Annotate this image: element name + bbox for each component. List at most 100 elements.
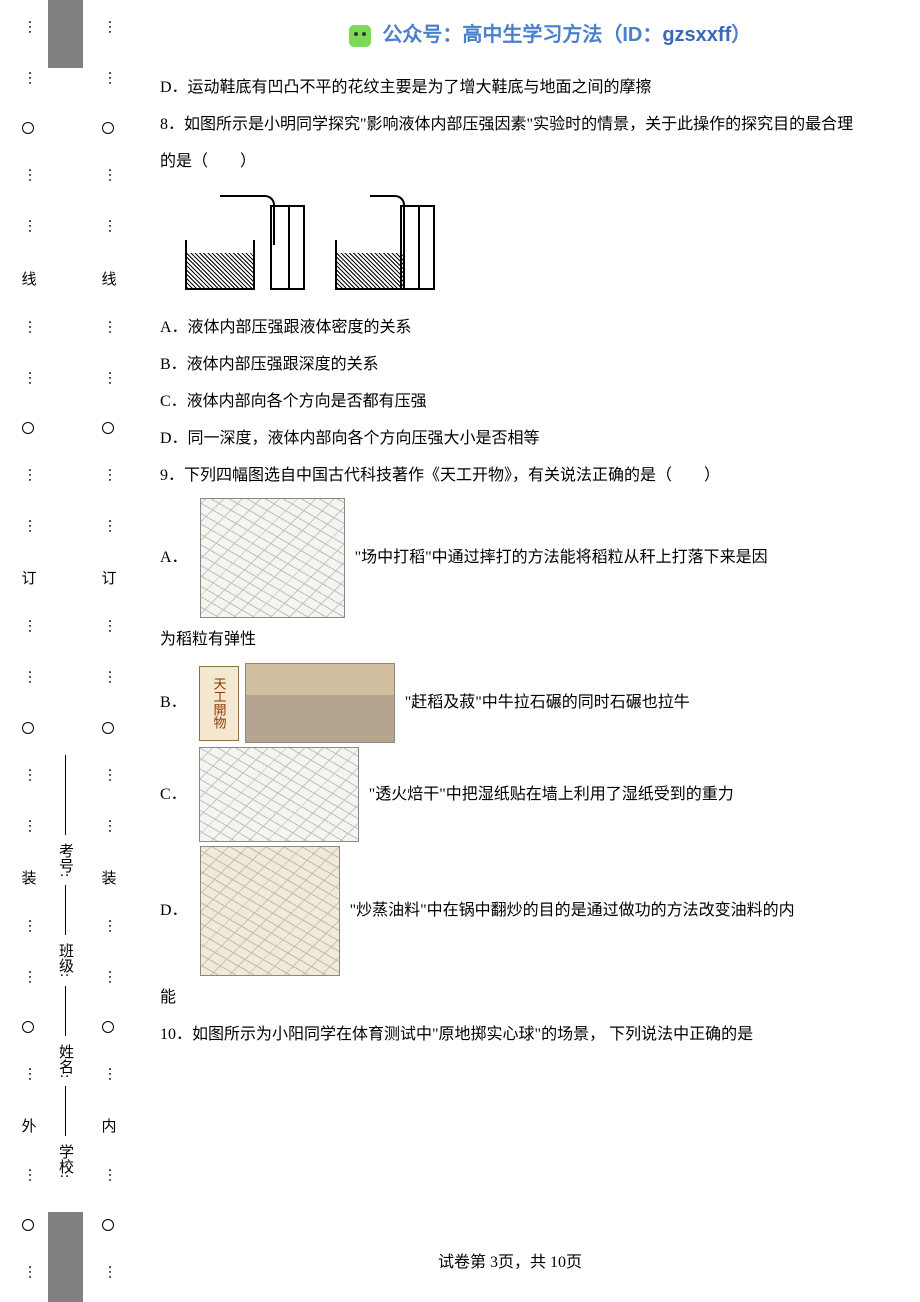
q9-c-label: C． [160, 783, 187, 807]
footer-text: 试卷第 3页，共 10页 [438, 1254, 582, 1271]
dots: ︙ [18, 168, 38, 185]
dots: ︙ [98, 168, 118, 185]
content-area: D．运动鞋底有凹凸不平的花纹主要是为了增大鞋底与地面之间的摩擦 8．如图所示是小… [160, 70, 860, 1054]
header-prefix: 公众号：高中生学习方法（ID： [382, 24, 662, 46]
q9-fig-c [199, 747, 359, 842]
circle-marker [22, 1021, 34, 1033]
margin-dark-top [48, 0, 83, 68]
dots: ︙ [18, 468, 38, 485]
q9-fig-d [200, 846, 340, 976]
field-name: 姓名: [55, 1044, 76, 1078]
q9-fig-a [200, 498, 345, 618]
seal-char: 订 [18, 570, 39, 585]
header-banner: 公众号：高中生学习方法（ID：gzsxxff） [240, 18, 860, 47]
margin-form-col: 考号: 班级: 姓名: 学校: [48, 68, 83, 1208]
q8-opt-a: A．液体内部压强跟液体密度的关系 [160, 310, 860, 347]
circle-marker [22, 722, 34, 734]
field-class: 班级: [55, 943, 76, 977]
q9-a-label: A． [160, 546, 188, 570]
dots: ︙ [98, 670, 118, 687]
q9-stem: 9．下列四幅图选自中国古代科技著作《天工开物》，有关说法正确的是（ ） [160, 458, 860, 495]
dots: ︙ [18, 619, 38, 636]
q9-a-tail: 为稻粒有弹性 [160, 622, 860, 659]
margin-outer-col: ︙ ︙ ︙ ︙ 线 ︙ ︙ ︙ ︙ 订 ︙ ︙ ︙ ︙ 装 ︙ ︙ ︙ 外 ︙ … [18, 0, 38, 1302]
dots: ︙ [98, 71, 118, 88]
circle-marker [22, 122, 34, 134]
circle-marker [22, 1219, 34, 1231]
dots: ︙ [98, 1265, 118, 1282]
q8-opt-c: C．液体内部向各个方向是否都有压强 [160, 384, 860, 421]
book-cover: 天工開物 [199, 666, 239, 741]
circle-marker [102, 1219, 114, 1231]
dots: ︙ [18, 71, 38, 88]
q9-opt-c-row: C． "透火焙干"中把湿纸贴在墙上利用了湿纸受到的重力 [160, 747, 860, 842]
field-line [65, 986, 66, 1036]
dots: ︙ [98, 519, 118, 536]
dots: ︙ [98, 371, 118, 388]
field-line [65, 885, 66, 935]
q8-opt-b: B．液体内部压强跟深度的关系 [160, 347, 860, 384]
dots: ︙ [18, 1168, 38, 1185]
seal-char: 线 [18, 271, 39, 286]
dots: ︙ [18, 970, 38, 987]
inner-char: 内 [98, 1118, 119, 1133]
dots: ︙ [18, 819, 38, 836]
q9-b-label: B． [160, 691, 187, 715]
margin-dark-bottom [48, 1212, 83, 1302]
circle-marker [102, 422, 114, 434]
dots: ︙ [98, 320, 118, 337]
dots: ︙ [18, 919, 38, 936]
dots: ︙ [18, 519, 38, 536]
seal-char: 装 [98, 870, 119, 885]
field-school: 学校: [55, 1144, 76, 1178]
dots: ︙ [18, 670, 38, 687]
seal-char: 线 [98, 271, 119, 286]
dots: ︙ [98, 219, 118, 236]
q9-opt-b-row: B． 天工開物 "赶稻及菽"中牛拉石碾的同时石碾也拉牛 [160, 663, 860, 743]
dots: ︙ [18, 768, 38, 785]
q9-a-text: "场中打稻"中通过摔打的方法能将稻粒从秆上打落下来是因 [355, 546, 768, 570]
q8-figure [180, 190, 430, 300]
dots: ︙ [98, 768, 118, 785]
dots: ︙ [18, 20, 38, 37]
outer-char: 外 [18, 1118, 39, 1133]
dots: ︙ [18, 219, 38, 236]
dots: ︙ [98, 468, 118, 485]
q9-d-tail: 能 [160, 980, 860, 1017]
dots: ︙ [98, 970, 118, 987]
q8-stem: 8．如图所示是小明同学探究"影响液体内部压强因素"实验时的情景，关于此操作的探究… [160, 107, 860, 181]
q9-fig-b [245, 663, 395, 743]
header-id: gzsxxff [662, 24, 731, 46]
circle-marker [102, 1021, 114, 1033]
q9-c-text: "透火焙干"中把湿纸贴在墙上利用了湿纸受到的重力 [369, 783, 734, 807]
q9-b-text: "赶稻及菽"中牛拉石碾的同时石碾也拉牛 [405, 691, 690, 715]
q10-stem: 10．如图所示为小阳同学在体育测试中"原地掷实心球"的场景， 下列说法中正确的是 [160, 1017, 860, 1054]
dots: ︙ [18, 371, 38, 388]
dots: ︙ [98, 919, 118, 936]
dots: ︙ [18, 1067, 38, 1084]
dots: ︙ [98, 20, 118, 37]
circle-marker [102, 722, 114, 734]
circle-marker [22, 422, 34, 434]
q8-opt-d: D．同一深度，液体内部向各个方向压强大小是否相等 [160, 421, 860, 458]
page-footer: 试卷第 3页，共 10页 [160, 1248, 860, 1272]
q9-d-text: "炒蒸油料"中在锅中翻炒的目的是通过做功的方法改变油料的内 [350, 899, 795, 923]
circle-marker [102, 122, 114, 134]
header-suffix: ） [731, 24, 751, 46]
prev-option-d: D．运动鞋底有凹凸不平的花纹主要是为了增大鞋底与地面之间的摩擦 [160, 70, 860, 107]
q9-d-label: D． [160, 899, 188, 923]
field-line [65, 1086, 66, 1136]
dots: ︙ [98, 1168, 118, 1185]
field-line [65, 755, 66, 835]
field-examno: 考号: [55, 843, 76, 877]
wechat-icon [349, 25, 371, 47]
dots: ︙ [18, 320, 38, 337]
dots: ︙ [18, 1265, 38, 1282]
q9-opt-a-row: A． "场中打稻"中通过摔打的方法能将稻粒从秆上打落下来是因 [160, 498, 860, 618]
dots: ︙ [98, 619, 118, 636]
seal-char: 装 [18, 870, 39, 885]
dots: ︙ [98, 1067, 118, 1084]
margin-inner-col: ︙ ︙ ︙ ︙ 线 ︙ ︙ ︙ ︙ 订 ︙ ︙ ︙ ︙ 装 ︙ ︙ ︙ 内 ︙ … [98, 0, 118, 1302]
seal-char: 订 [98, 570, 119, 585]
dots: ︙ [98, 819, 118, 836]
